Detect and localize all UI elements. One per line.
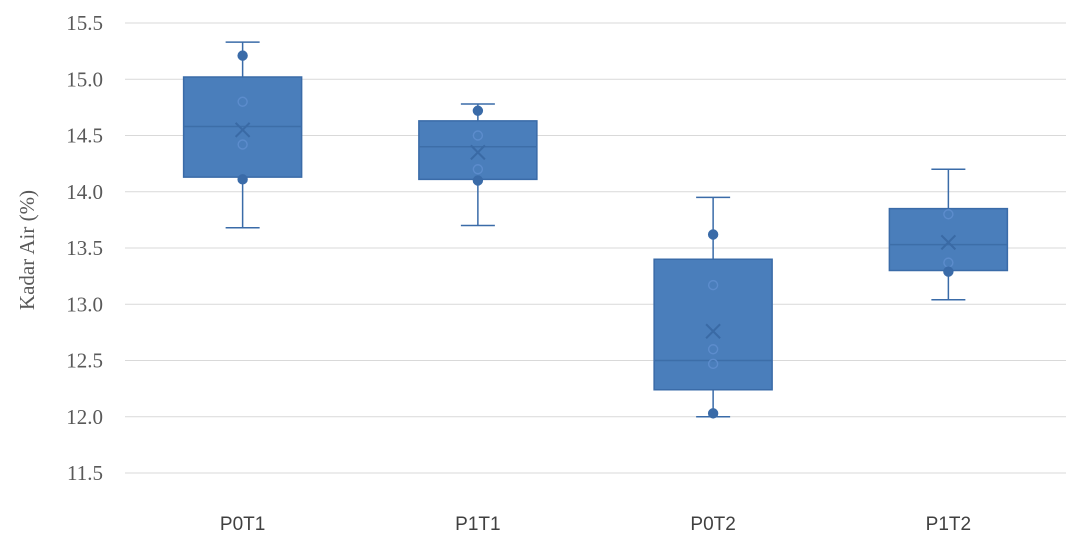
data-point	[707, 279, 719, 291]
mean-marker	[705, 323, 721, 339]
box-p1t2	[888, 168, 1009, 301]
box-p0t2	[653, 196, 773, 419]
y-tick-label: 12.5	[66, 349, 103, 373]
mean-marker	[234, 122, 251, 138]
y-tick-label: 14.5	[66, 124, 103, 148]
data-point	[472, 130, 484, 141]
box-p1t1	[418, 103, 538, 227]
data-point	[472, 164, 484, 175]
mean-marker	[940, 234, 957, 251]
y-tick-label: 12.0	[66, 405, 103, 429]
y-tick-label: 13.5	[66, 236, 103, 260]
data-point	[943, 266, 954, 277]
x-tick-label: P0T2	[690, 514, 735, 535]
data-point	[707, 408, 719, 419]
data-point	[237, 139, 248, 150]
data-point	[707, 358, 719, 370]
x-tick-label: P1T2	[926, 514, 971, 535]
iqr-box	[653, 258, 773, 391]
data-point	[943, 209, 954, 220]
x-tick-label: P1T1	[455, 514, 500, 535]
y-axis-ticks: 11.5 12.0 12.5 13.0 13.5 14.0 14.5 15.0 15.5	[66, 11, 103, 485]
y-tick-label: 11.5	[67, 461, 103, 485]
data-point	[237, 50, 248, 61]
iqr-box	[418, 120, 538, 181]
data-point	[472, 175, 484, 186]
y-tick-label: 15.0	[66, 67, 103, 91]
iqr-box	[888, 207, 1009, 272]
mean-marker	[470, 144, 486, 161]
data-point	[707, 344, 719, 355]
x-tick-label: P0T1	[220, 514, 265, 535]
data-point	[237, 96, 248, 107]
data-point	[472, 105, 484, 116]
x-axis-ticks: P0T1 P1T1 P0T2 P1T2	[220, 514, 971, 535]
y-tick-label: 13.0	[66, 292, 103, 316]
y-axis-label: Kadar Air (%)	[15, 190, 39, 310]
box-series	[182, 41, 1009, 419]
y-tick-label: 14.0	[66, 180, 103, 204]
data-point	[707, 229, 719, 240]
data-point	[237, 174, 248, 185]
box-p0t1	[182, 41, 303, 229]
y-tick-label: 15.5	[66, 11, 103, 35]
